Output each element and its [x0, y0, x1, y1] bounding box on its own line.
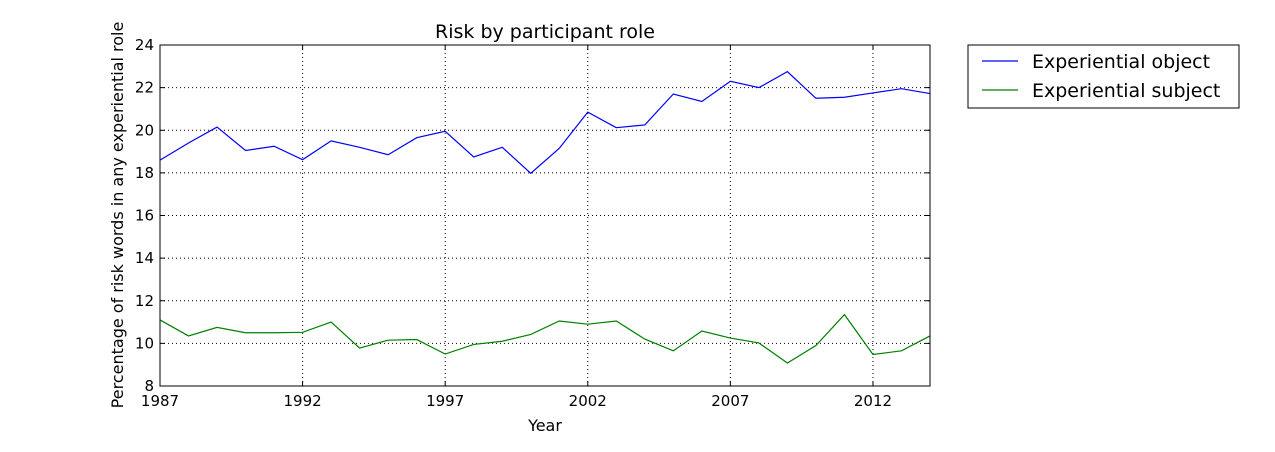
y-axis-title: Percentage of risk words in any experien… [108, 22, 127, 409]
axis-ticks: 1987 1992 1997 2002 2007 2012 8 10 12 14 16 18 20 22 2… [135, 36, 930, 410]
legend-frame [967, 44, 1240, 109]
x-tick-label: 1992 [283, 392, 321, 410]
y-tick-label: 12 [135, 292, 154, 310]
y-tick-label: 18 [135, 164, 154, 182]
series-lines [159, 70, 931, 364]
series-line-experiential-subject [159, 313, 931, 364]
grid [160, 45, 930, 386]
series-line-experiential-object [159, 70, 931, 175]
x-tick-label: 2007 [711, 392, 749, 410]
x-axis-title: Year [527, 416, 562, 435]
legend-label-experiential-subject: Experiential subject [1032, 80, 1220, 102]
y-tick-label: 8 [144, 377, 154, 395]
legend: Experiential object Experiential subject [967, 44, 1240, 109]
x-tick-label: 2012 [854, 392, 892, 410]
y-tick-label: 14 [135, 249, 154, 267]
y-tick-label: 24 [135, 36, 154, 54]
y-tick-label: 22 [135, 79, 154, 97]
y-tick-label: 16 [135, 207, 154, 225]
chart-title: Risk by participant role [435, 21, 655, 43]
y-tick-label: 20 [135, 121, 154, 139]
x-tick-label: 1997 [426, 392, 464, 410]
legend-label-experiential-object: Experiential object [1032, 51, 1210, 73]
x-tick-label: 1987 [141, 392, 179, 410]
x-tick-label: 2002 [569, 392, 607, 410]
y-tick-label: 10 [135, 334, 154, 352]
